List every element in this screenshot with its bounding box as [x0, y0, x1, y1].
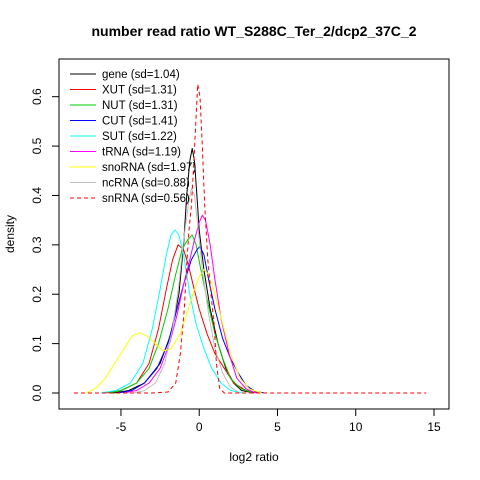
y-tick-label: 0.2	[30, 286, 44, 303]
series-line-7	[133, 187, 241, 394]
series-line-3	[117, 245, 266, 394]
legend-entry-label: CUT (sd=1.41)	[102, 116, 178, 128]
legend-entry-label: snRNA (sd=0.56)	[102, 193, 190, 205]
legend-entry-label: XUT (sd=1.31)	[102, 85, 177, 97]
series-line-5	[124, 214, 256, 394]
y-tick-label: 0.0	[30, 384, 44, 401]
y-axis: 0.0 0.1 0.2 0.3 0.4 0.5 0.6	[30, 88, 60, 401]
x-tick-label: 15	[427, 420, 441, 434]
y-tick-label: 0.4	[30, 187, 44, 204]
series-line-2	[108, 234, 253, 394]
legend-entry-label: SUT (sd=1.22)	[102, 131, 177, 143]
legend-entry-label: NUT (sd=1.31)	[102, 100, 178, 112]
legend: gene (sd=1.04) XUT (sd=1.31) NUT (sd=1.31)…	[70, 69, 196, 205]
series-line-1	[105, 244, 259, 394]
y-tick-label: 0.6	[30, 88, 44, 105]
x-tick-label: 5	[274, 420, 281, 434]
series-line-6	[86, 269, 262, 394]
x-tick-label: -5	[116, 420, 127, 434]
series-line-8	[74, 83, 427, 394]
legend-entry-label: tRNA (sd=1.19)	[102, 147, 181, 159]
y-tick-label: 0.1	[30, 335, 44, 352]
y-tick-label: 0.3	[30, 236, 44, 253]
y-axis-label: density	[3, 215, 17, 253]
x-tick-label: 10	[349, 420, 363, 434]
legend-entry-label: gene (sd=1.04)	[102, 69, 180, 81]
legend-entry-label: snoRNA (sd=1.97)	[102, 162, 196, 174]
legend-entry-label: ncRNA (sd=0.88)	[102, 178, 190, 190]
series-line-4	[100, 229, 244, 394]
y-tick-label: 0.5	[30, 137, 44, 154]
series-layer	[74, 83, 427, 394]
x-axis-label: log2 ratio	[229, 450, 279, 464]
chart-title: number read ratio WT_S288C_Ter_2/dcp2_37…	[92, 23, 417, 39]
x-axis: -5 0 5 10 15	[116, 408, 441, 434]
x-tick-label: 0	[196, 420, 203, 434]
